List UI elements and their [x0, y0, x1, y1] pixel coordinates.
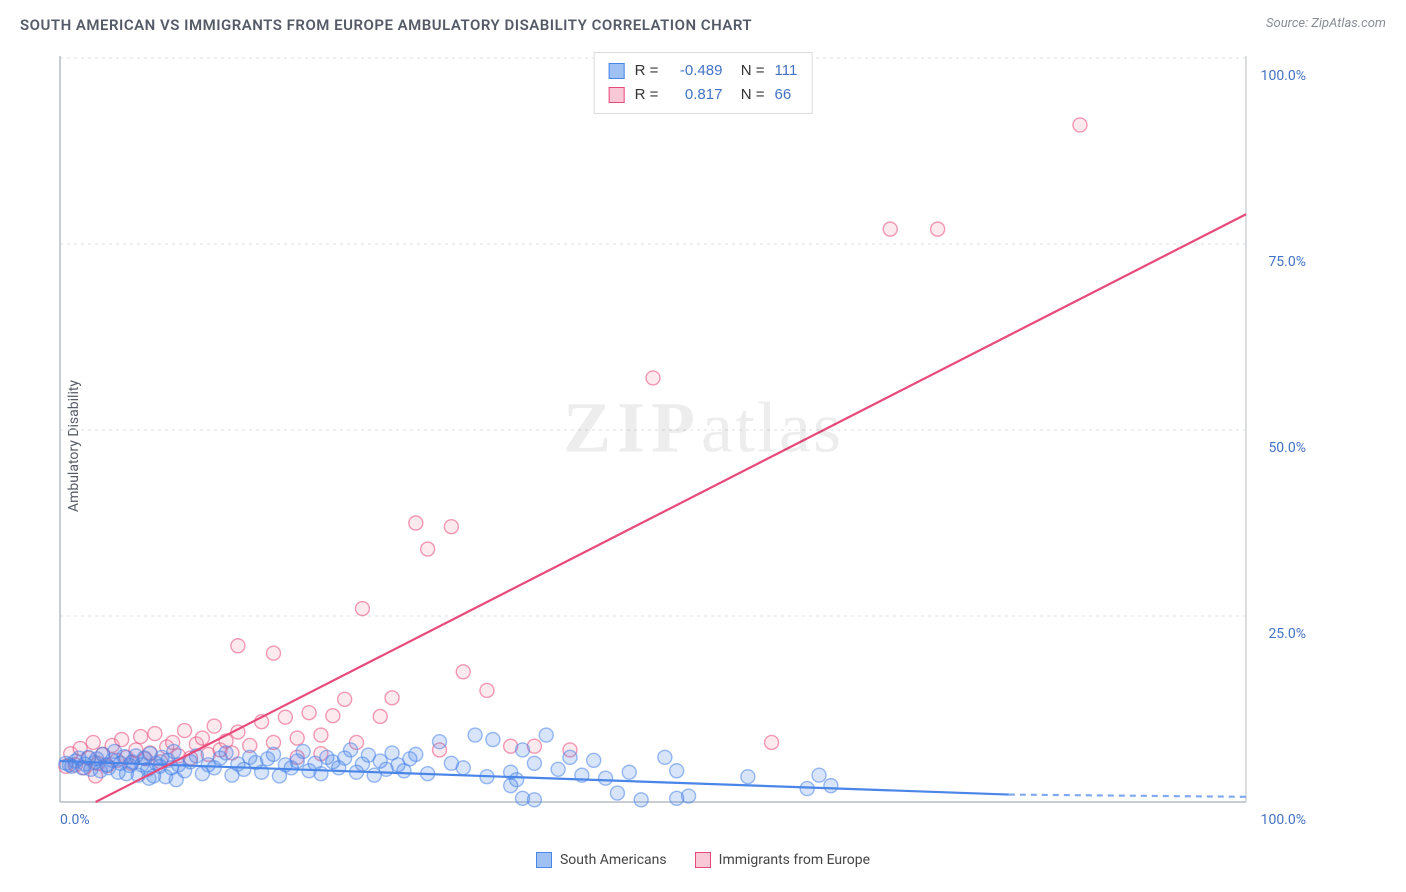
r-value-pink: 0.817: [668, 83, 722, 107]
stat-label: R =: [635, 83, 659, 107]
legend-swatch-pink: [609, 87, 625, 103]
legend-item-pink: Immigrants from Europe: [695, 852, 870, 868]
chart-area: 25.0% 50.0% 75.0% 100.0% 0.0% 100.0%: [50, 48, 1316, 832]
legend-label-blue: South Americans: [560, 852, 667, 868]
chart-title: SOUTH AMERICAN VS IMMIGRANTS FROM EUROPE…: [20, 16, 752, 34]
stat-label: N =: [732, 83, 764, 107]
svg-text:75.0%: 75.0%: [1268, 254, 1306, 270]
legend-row-pink: R = 0.817 N = 66: [609, 83, 798, 107]
svg-text:100.0%: 100.0%: [1261, 68, 1306, 84]
series-legend: South Americans Immigrants from Europe: [0, 852, 1406, 868]
n-value-pink: 66: [775, 83, 792, 107]
legend-swatch-blue: [536, 852, 552, 868]
r-value-blue: -0.489: [668, 59, 722, 83]
correlation-legend: R = -0.489 N = 111 R = 0.817 N = 66: [594, 52, 813, 114]
legend-item-blue: South Americans: [536, 852, 667, 868]
legend-row-blue: R = -0.489 N = 111: [609, 59, 798, 83]
legend-label-pink: Immigrants from Europe: [719, 852, 870, 868]
stat-label: R =: [635, 59, 659, 83]
n-value-blue: 111: [775, 59, 798, 83]
legend-swatch-pink: [695, 852, 711, 868]
svg-text:100.0%: 100.0%: [1261, 812, 1306, 828]
legend-swatch-blue: [609, 63, 625, 79]
stat-label: N =: [732, 59, 764, 83]
svg-text:25.0%: 25.0%: [1268, 626, 1306, 642]
chart-source: Source: ZipAtlas.com: [1266, 16, 1386, 31]
svg-text:0.0%: 0.0%: [60, 812, 90, 828]
svg-text:50.0%: 50.0%: [1268, 440, 1306, 456]
scatter-plot: 25.0% 50.0% 75.0% 100.0% 0.0% 100.0%: [50, 48, 1316, 832]
